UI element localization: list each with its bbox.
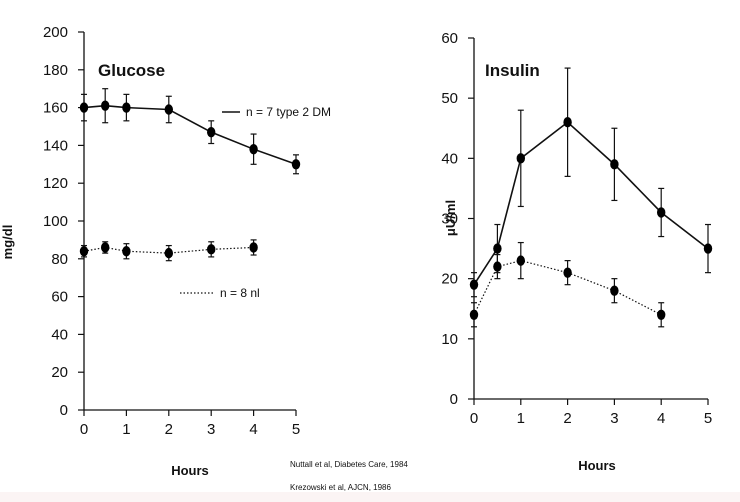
glucose-x-tick-label: 0 xyxy=(80,421,88,438)
glucose-data-point xyxy=(79,102,89,113)
glucose-chart: 0 20 40 60 80 100 120 140 160 180 200 0 1 2 3 4 5 Glucose… xyxy=(0,24,331,478)
glucose-x-tick-label: 1 xyxy=(122,421,130,438)
bottom-strip xyxy=(0,492,740,502)
insulin-y-tick-label: 50 xyxy=(441,90,458,107)
glucose-x-tick-label: 4 xyxy=(249,421,257,438)
insulin-y-tick-label: 30 xyxy=(441,211,458,228)
glucose-data-point xyxy=(291,159,301,170)
glucose-y-tick-label: 160 xyxy=(43,100,68,117)
insulin-data-point xyxy=(610,285,619,296)
glucose-data-point xyxy=(122,102,131,113)
insulin-x-tick-label: 0 xyxy=(470,410,478,427)
insulin-data-point xyxy=(516,153,525,164)
glucose-data-point xyxy=(249,242,258,253)
citation-nuttall: Nuttall et al, Diabetes Care, 1984 xyxy=(290,460,408,469)
glucose-data-point xyxy=(122,246,131,257)
insulin-x-tick-label: 3 xyxy=(610,410,618,427)
insulin-data-point xyxy=(657,207,666,218)
insulin-data-point xyxy=(657,309,666,320)
glucose-y-tick-label: 60 xyxy=(51,289,68,306)
insulin-series-dm-line xyxy=(473,121,709,286)
glucose-x-tick-label: 3 xyxy=(207,421,215,438)
glucose-data-point xyxy=(249,143,258,155)
glucose-x-axis-label: Hours xyxy=(171,463,209,478)
insulin-data-point xyxy=(703,243,713,254)
insulin-y-tick-label: 60 xyxy=(441,30,458,47)
insulin-data-point xyxy=(516,255,525,266)
insulin-y-tick-label: 10 xyxy=(441,331,458,348)
insulin-y-axis-label: μU/ml xyxy=(443,200,458,236)
glucose-data-point xyxy=(164,247,173,259)
insulin-x-tick-label: 4 xyxy=(657,410,665,427)
glucose-data-point xyxy=(101,100,110,111)
insulin-data-point xyxy=(469,279,479,290)
insulin-x-tick-label: 5 xyxy=(704,410,712,427)
glucose-y-axis-label: mg/dl xyxy=(0,225,15,260)
glucose-x-tick-label: 2 xyxy=(165,421,173,438)
insulin-x-axis-label: Hours xyxy=(578,458,616,473)
glucose-legend-label: n = 7 type 2 DM xyxy=(246,105,331,119)
glucose-data-point xyxy=(101,242,110,253)
insulin-data-point xyxy=(493,243,502,254)
insulin-y-tick-label: 40 xyxy=(441,150,458,167)
insulin-data-point xyxy=(610,159,619,170)
glucose-y-tick-label: 20 xyxy=(51,364,68,381)
glucose-y-tick-label: 180 xyxy=(43,62,68,79)
insulin-data-point xyxy=(469,309,479,320)
insulin-y-tick-label: 0 xyxy=(450,391,458,408)
glucose-y-tick-label: 200 xyxy=(43,24,68,41)
glucose-y-tick-label: 140 xyxy=(43,137,68,154)
glucose-data-point xyxy=(164,104,173,115)
insulin-data-point xyxy=(493,261,502,272)
insulin-x-tick-label: 2 xyxy=(563,410,571,427)
glucose-data-point xyxy=(207,244,216,255)
glucose-y-tick-label: 80 xyxy=(51,251,68,268)
glucose-title: Glucose xyxy=(98,61,165,80)
insulin-y-tick-label: 20 xyxy=(441,271,458,288)
insulin-data-point xyxy=(563,117,572,128)
citation-krezowski: Krezowski et al, AJCN, 1986 xyxy=(290,483,391,492)
glucose-y-tick-label: 0 xyxy=(60,402,68,419)
glucose-y-tick-label: 40 xyxy=(51,326,68,343)
glucose-legend-label: n = 8 nl xyxy=(220,286,260,300)
insulin-chart: 0 10 20 30 40 50 60 0 1 2 3 4 5 Insulin Hours μU/ml xyxy=(441,30,713,473)
glucose-y-tick-label: 100 xyxy=(43,213,68,230)
insulin-x-tick-label: 1 xyxy=(517,410,525,427)
insulin-data-point xyxy=(563,267,572,278)
glucose-x-tick-label: 5 xyxy=(292,421,300,438)
glucose-data-point xyxy=(207,126,216,138)
glucose-y-tick-label: 120 xyxy=(43,175,68,192)
glucose-data-point xyxy=(79,246,89,257)
insulin-series-nl-line xyxy=(473,259,662,316)
insulin-title: Insulin xyxy=(485,61,540,80)
